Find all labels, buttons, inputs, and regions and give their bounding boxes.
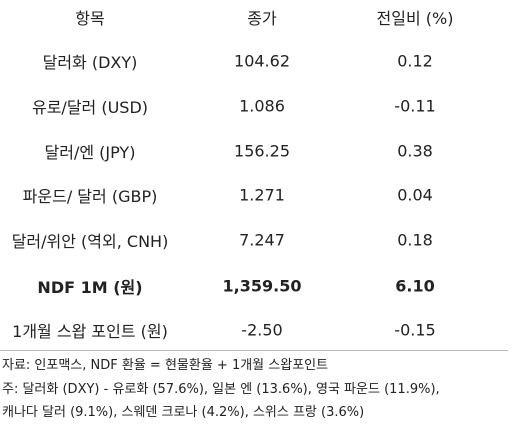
- header-cell: 전일비 (%): [376, 9, 454, 28]
- table-cell: 104.62: [234, 51, 290, 71]
- table-cell: 달러/위안 (역외, CNH): [11, 232, 169, 251]
- table-cell: -2.50: [241, 320, 283, 340]
- table-cell: -0.11: [394, 96, 436, 116]
- note: 자료: 인포맥스, NDF 환율 = 현물환율 + 1개월 스왑포인트: [2, 358, 329, 373]
- table-cell: 7.247: [239, 230, 285, 250]
- table-cell: 유로/달러 (USD): [31, 98, 149, 117]
- table-cell: 0.04: [397, 185, 433, 205]
- table-cell: 0.38: [397, 141, 433, 161]
- table-cell: 0.12: [397, 51, 433, 71]
- note: 캐나다 달러 (9.1%), 스웨덴 크로나 (4.2%), 스위스 프랑 (3…: [2, 405, 365, 420]
- table-cell: NDF 1M (원): [37, 278, 143, 297]
- table-cell: 0.18: [397, 230, 433, 250]
- header-cell: 종가: [247, 9, 277, 28]
- table-cell: 파운드/ 달러 (GBP): [22, 187, 158, 206]
- table-cell: 1개월 스왑 포인트 (원): [12, 322, 168, 341]
- table-cell: 156.25: [234, 141, 290, 161]
- table-cell: 1.271: [239, 185, 285, 205]
- table-cell: 1,359.50: [222, 276, 302, 296]
- divider: [0, 350, 508, 351]
- table-cell: 6.10: [395, 276, 435, 296]
- table-cell: 달러화 (DXY): [42, 53, 138, 72]
- table-cell: 달러/엔 (JPY): [44, 143, 136, 162]
- note: 주: 달러화 (DXY) - 유로화 (57.6%), 일본 엔 (13.6%)…: [2, 382, 440, 397]
- table-cell: 1.086: [239, 96, 285, 116]
- header-cell: 항목: [75, 9, 105, 28]
- table-cell: -0.15: [394, 320, 436, 340]
